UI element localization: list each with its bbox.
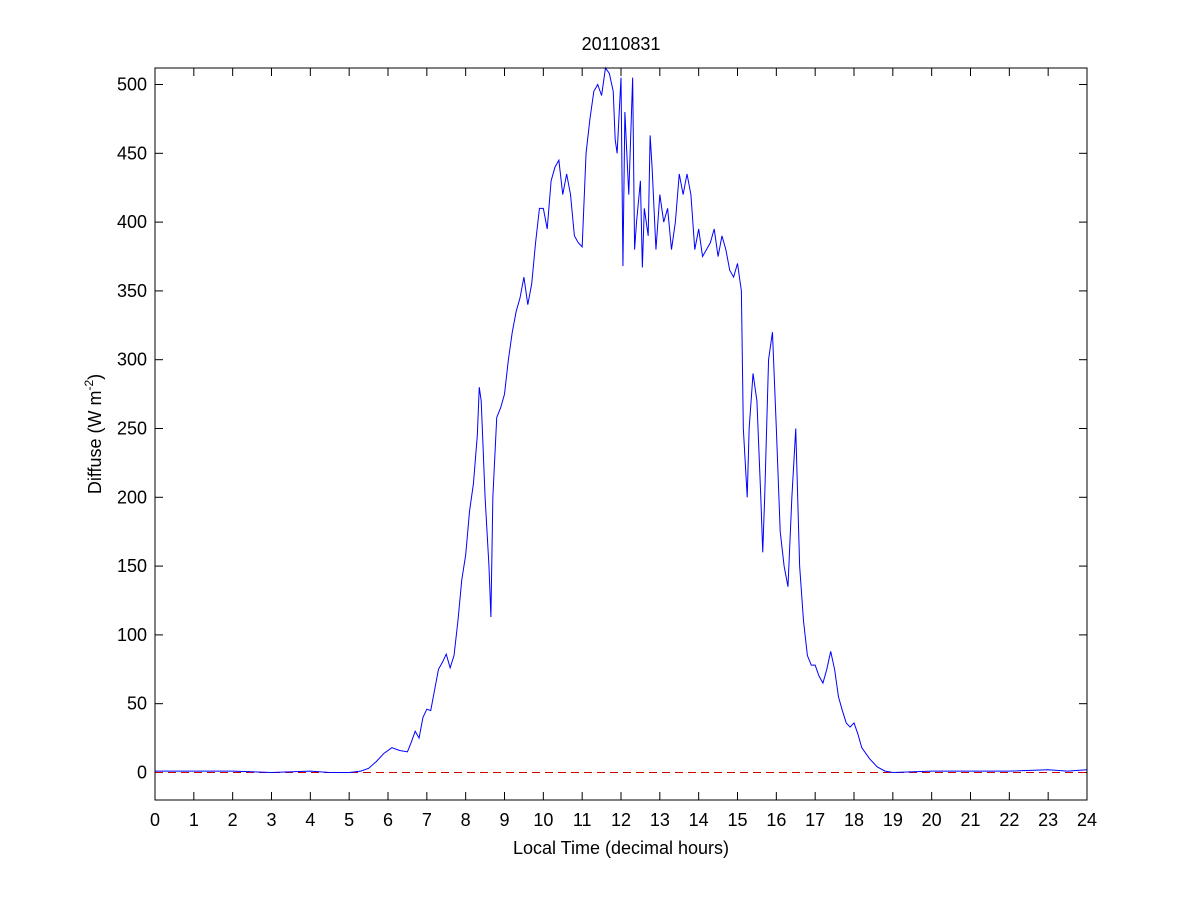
x-tick-label: 3 [266,810,276,830]
y-tick-label: 300 [117,350,147,370]
x-tick-label: 8 [461,810,471,830]
x-tick-label: 17 [805,810,825,830]
plot-frame [154,67,1088,801]
y-tick-label: 350 [117,281,147,301]
x-tick-label: 1 [189,810,199,830]
y-tick-label: 0 [137,762,147,782]
y-tick-label: 200 [117,487,147,507]
data-line [155,66,1088,773]
x-tick-label: 21 [960,810,980,830]
y-tick-label: 150 [117,556,147,576]
x-tick-label: 23 [1038,810,1058,830]
x-tick-label: 10 [533,810,553,830]
x-tick-label: 16 [766,810,786,830]
y-axis-label: Diffuse (W m-2) [82,374,105,494]
chart-title: 20110831 [582,34,661,54]
x-tick-label: 7 [422,810,432,830]
x-tick-label: 19 [883,810,903,830]
x-tick-label: 20 [922,810,942,830]
x-tick-label: 9 [499,810,509,830]
x-tick-label: 24 [1077,810,1097,830]
x-tick-label: 12 [611,810,631,830]
y-tick-label: 250 [117,418,147,438]
x-tick-label: 0 [150,810,160,830]
x-tick-label: 14 [689,810,709,830]
x-tick-label: 2 [228,810,238,830]
x-tick-label: 18 [844,810,864,830]
x-axis-label: Local Time (decimal hours) [513,838,729,858]
y-tick-label: 400 [117,212,147,232]
x-tick-label: 22 [999,810,1019,830]
y-tick-label: 500 [117,75,147,95]
x-tick-label: 13 [650,810,670,830]
x-tick-label: 5 [344,810,354,830]
y-tick-label: 100 [117,625,147,645]
x-tick-label: 6 [383,810,393,830]
y-tick-label: 450 [117,143,147,163]
x-tick-label: 4 [305,810,315,830]
x-tick-label: 11 [573,810,592,830]
y-tick-label: 50 [127,694,147,714]
x-tick-label: 15 [727,810,747,830]
